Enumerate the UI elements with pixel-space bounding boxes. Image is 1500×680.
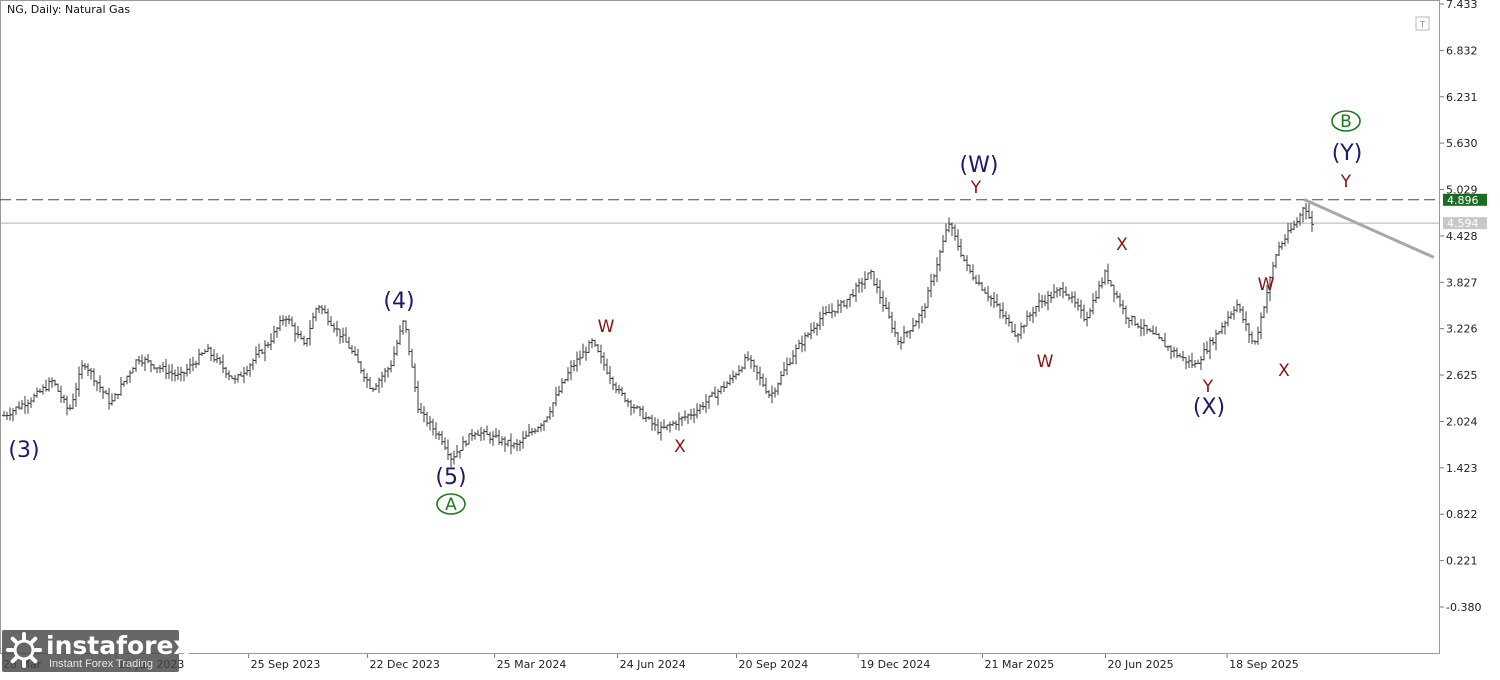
wave-label-text: (3) (8, 438, 39, 463)
x-tick-label: 25 Mar 2024 (497, 658, 567, 671)
plot-frame (0, 0, 1440, 654)
wave-label-text: (Y) (1332, 141, 1363, 166)
wave-label-text: Y (1340, 172, 1352, 192)
wave-label: (5) (435, 465, 466, 490)
level-tag-label: 4.594 (1447, 217, 1479, 230)
price-axis: 7.433 6.832 6.231 5.630 5.029 4.428 3.827 3.226… (1440, 0, 1487, 614)
level-tag-label: 4.896 (1447, 194, 1479, 207)
wave-label-text: X (1278, 361, 1290, 381)
wave-label-text: A (445, 495, 457, 515)
y-tick-label: 6.231 (1446, 91, 1478, 104)
y-tick-label: 5.630 (1446, 137, 1478, 150)
projection-line (1303, 198, 1435, 259)
y-tick-label: 5.029 (1446, 184, 1478, 197)
watermark-brand: instaforex (46, 631, 190, 660)
x-tick-label: 19 Dec 2024 (860, 658, 930, 671)
y-tick-label: 3.226 (1446, 323, 1478, 336)
wave-label-text: (5) (435, 465, 466, 490)
y-tick-label: 0.822 (1446, 508, 1478, 521)
wave-label: (X) (1193, 395, 1225, 420)
x-tick-label: 21 Mar 2025 (984, 658, 1054, 671)
x-tick-label: 20 Jun 2025 (1107, 658, 1173, 671)
wave-label: Y (970, 178, 982, 198)
y-tick-label: 3.827 (1446, 276, 1478, 289)
wave-label-text: X (1116, 235, 1128, 255)
wave-label: (4) (383, 289, 414, 314)
y-tick-label: 0.221 (1446, 555, 1478, 568)
wave-label-text: X (674, 437, 686, 457)
x-tick-label: 18 Sep 2025 (1229, 658, 1299, 671)
current-price-tag: 4.594 (1443, 217, 1487, 230)
wave-label: B (1331, 110, 1361, 132)
x-tick-label: 22 Dec 2023 (370, 658, 440, 671)
x-tick-label: 25 Sep 2023 (251, 658, 321, 671)
y-tick-label: 2.024 (1446, 415, 1478, 428)
toggle-icon[interactable]: T (1415, 16, 1430, 31)
wave-label-text: Y (1202, 377, 1214, 397)
wave-label-text: Y (970, 178, 982, 198)
wave-label: Y (1202, 377, 1214, 397)
wave-label: (3) (8, 438, 39, 463)
wave-label: W (1037, 352, 1054, 372)
x-tick-label: 20 Sep 2024 (739, 658, 809, 671)
y-tick-label: 7.433 (1446, 0, 1478, 11)
projection-segment (1303, 198, 1435, 259)
wave-label: (W) (960, 153, 999, 178)
ohlc-bars (2, 202, 1314, 468)
y-tick-label: 4.428 (1446, 230, 1478, 243)
instaforex-logo-icon (6, 632, 42, 668)
wave-label-text: (X) (1193, 395, 1225, 420)
wave-label: X (1116, 235, 1128, 255)
wave-label: (Y) (1332, 141, 1363, 166)
wave-label: X (1278, 361, 1290, 381)
ohlc-bar (1310, 210, 1314, 232)
wave-label-text: W (1258, 275, 1275, 295)
wave-label-text: (W) (960, 153, 999, 178)
level-tag: 4.896 (1443, 193, 1487, 207)
symbol-label: NG, Daily: Natural Gas (7, 3, 130, 16)
price-level-lines (0, 199, 1440, 224)
watermark-tagline: Instant Forex Trading (49, 658, 153, 670)
y-tick-label: 1.423 (1446, 462, 1478, 475)
wave-label: W (1258, 275, 1275, 295)
wave-label: A (436, 493, 466, 515)
y-tick-label: 2.625 (1446, 369, 1478, 382)
wave-label: W (598, 317, 615, 337)
x-tick-label: 24 Jun 2024 (620, 658, 686, 671)
wave-label-text: W (598, 317, 615, 337)
wave-label-text: W (1037, 352, 1054, 372)
svg-text:T: T (1419, 21, 1426, 31)
wave-label-text: B (1340, 112, 1352, 132)
wave-label-text: (4) (383, 289, 414, 314)
wave-label: X (674, 437, 686, 457)
y-tick-label: -0.380 (1446, 601, 1481, 614)
y-tick-label: 6.832 (1446, 44, 1478, 57)
wave-label: Y (1340, 172, 1352, 192)
watermark: instaforex Instant Forex Trading (2, 630, 190, 672)
